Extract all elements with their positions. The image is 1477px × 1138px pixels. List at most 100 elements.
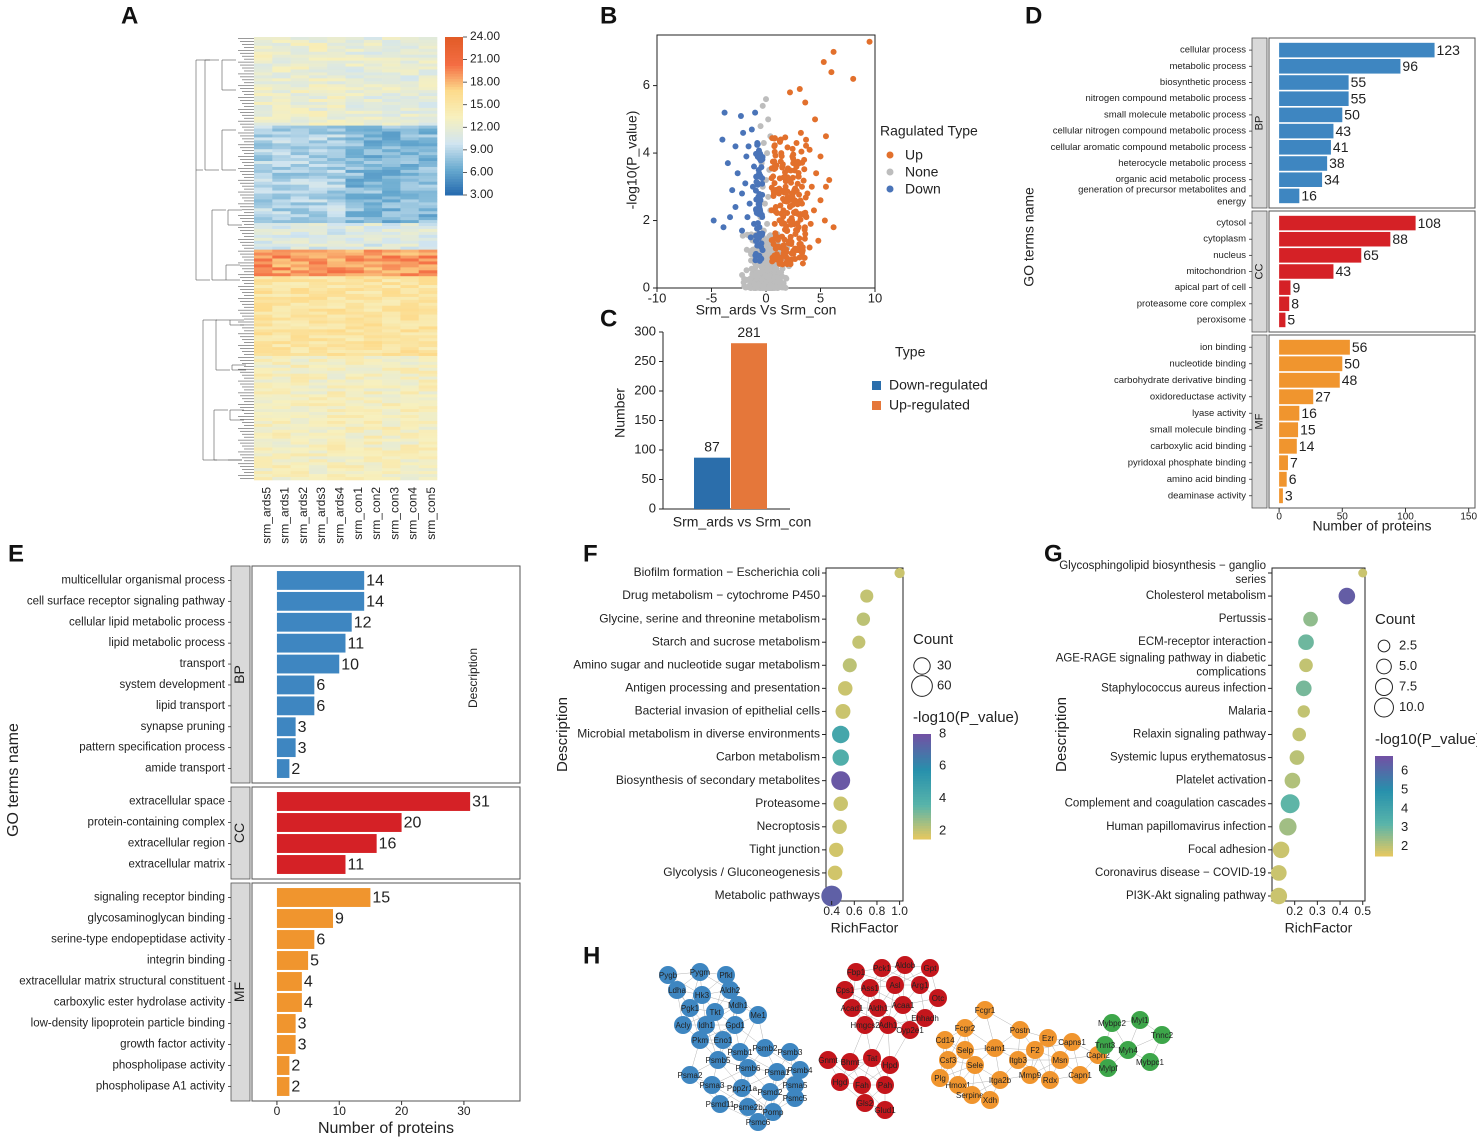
heatmap-cell xyxy=(400,243,419,247)
heatmap-cell xyxy=(418,341,438,345)
heatmap-cell xyxy=(327,193,346,197)
heatmap-cell xyxy=(363,471,383,475)
heatmap-cell xyxy=(345,161,365,165)
network-node-label: Eno1 xyxy=(714,1036,733,1045)
network-node-label: Bhmt xyxy=(841,1058,860,1067)
network-node-label: Psma5 xyxy=(783,1081,808,1090)
volcano-point-up xyxy=(800,177,807,184)
heatmap-cell xyxy=(363,385,383,389)
heatmap-cell xyxy=(308,376,328,380)
heatmap-cell xyxy=(418,107,438,112)
y-axis-title: -log10(P_value) xyxy=(624,111,640,210)
volcano-point-up xyxy=(791,197,798,204)
heatmap-cell xyxy=(400,48,419,53)
heatmap-cell xyxy=(254,326,273,330)
volcano-point-up xyxy=(771,220,778,227)
heatmap-cell xyxy=(400,441,419,445)
pathway-label: Platelet activation xyxy=(1176,775,1266,787)
heatmap-cell xyxy=(400,128,419,132)
heatmap-cell xyxy=(272,249,291,253)
volcano-point-up xyxy=(791,221,798,228)
heatmap-cell xyxy=(400,423,419,428)
heatmap-cell xyxy=(290,101,310,106)
heatmap-cell xyxy=(327,323,346,327)
heatmap-cell xyxy=(418,367,438,372)
heatmap-cell xyxy=(382,146,401,150)
bar-data-label: 123 xyxy=(1437,42,1461,58)
heatmap-cell xyxy=(345,444,365,448)
heatmap-cell xyxy=(418,264,438,268)
heatmap-cell xyxy=(290,332,310,336)
network-node-label: Gpd1 xyxy=(725,1021,745,1030)
y-tick-label: 0 xyxy=(649,500,656,515)
heatmap-cell xyxy=(290,54,310,58)
heatmap-cell xyxy=(345,379,365,383)
volcano-point-up xyxy=(783,223,790,230)
heatmap-cell xyxy=(345,78,365,82)
colorbar-segment xyxy=(445,142,463,146)
heatmap-cell xyxy=(345,140,365,144)
heatmap-cell xyxy=(400,78,419,82)
colorbar-segment xyxy=(1375,811,1393,814)
heatmap-cell xyxy=(400,60,419,64)
heatmap-cell xyxy=(418,394,438,398)
heatmap-cell xyxy=(254,137,273,141)
heatmap-cell xyxy=(254,409,273,413)
heatmap-cell xyxy=(254,243,273,247)
colorbar-tick-label: 21.00 xyxy=(470,52,500,66)
bar-mf xyxy=(1279,356,1343,372)
colorbar-segment xyxy=(913,810,931,814)
pathway-label: Biosynthesis of secondary metabolites xyxy=(616,773,820,787)
volcano-point-up xyxy=(821,217,828,224)
bar-cc xyxy=(276,813,402,832)
heatmap-cell xyxy=(400,329,419,333)
heatmap-cell xyxy=(272,477,291,481)
facet-strip xyxy=(1251,37,1268,209)
heatmap-cell xyxy=(418,326,438,330)
heatmap-cell xyxy=(345,353,365,357)
heatmap-cell xyxy=(418,143,438,147)
heatmap-cell xyxy=(363,273,383,277)
heatmap-cell xyxy=(308,202,328,206)
heatmap-cell xyxy=(382,214,401,218)
volcano-point-none xyxy=(773,274,780,281)
network-node xyxy=(956,1019,974,1037)
heatmap-cell xyxy=(308,391,328,395)
heatmap-cell xyxy=(345,264,365,268)
heatmap-cell xyxy=(345,459,365,463)
heatmap-cell xyxy=(327,438,346,442)
heatmap-cell xyxy=(400,426,419,431)
bar-cc xyxy=(1279,296,1290,312)
heatmap-cell xyxy=(308,373,328,377)
heatmap-cell xyxy=(254,240,273,245)
heatmap-cell xyxy=(290,450,310,454)
network-node-label: Hpd xyxy=(883,1061,898,1070)
heatmap-cell xyxy=(272,116,291,120)
size-legend-circle xyxy=(1375,678,1393,696)
network-node xyxy=(711,1095,729,1113)
network-node-label: Itga2b xyxy=(989,1076,1012,1085)
heatmap-cell xyxy=(345,137,365,141)
heatmap-cell xyxy=(418,122,438,126)
heatmap-cell xyxy=(382,220,401,224)
colorbar-segment xyxy=(445,152,463,156)
heatmap-cell xyxy=(272,453,291,457)
heatmap-cell xyxy=(400,101,419,106)
heatmap-cell xyxy=(327,279,346,283)
heatmap-cell xyxy=(345,51,365,56)
heatmap-cell xyxy=(327,341,346,345)
heatmap-cell xyxy=(345,84,365,88)
heatmap-cell xyxy=(363,249,383,253)
heatmap-cell xyxy=(345,119,365,123)
colorbar-segment xyxy=(913,825,931,829)
heatmap-cell xyxy=(382,163,401,168)
heatmap-cell xyxy=(382,323,401,327)
heatmap-cell xyxy=(363,220,383,224)
heatmap-cell xyxy=(272,39,291,44)
heatmap-cell xyxy=(418,39,438,44)
heatmap-cell xyxy=(363,226,383,230)
heatmap-cell xyxy=(382,125,401,129)
go-term-label: nitrogen compound metabolic process xyxy=(1085,93,1246,104)
enrichment-bubble xyxy=(1289,750,1305,765)
volcano-point-up xyxy=(778,153,785,160)
